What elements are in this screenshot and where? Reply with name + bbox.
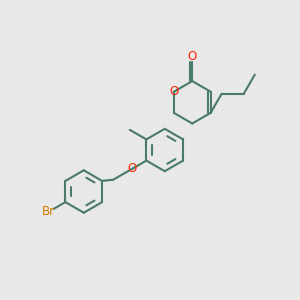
Text: O: O bbox=[169, 85, 178, 98]
Text: Br: Br bbox=[42, 206, 55, 218]
Text: O: O bbox=[128, 162, 137, 175]
Text: O: O bbox=[188, 50, 197, 63]
